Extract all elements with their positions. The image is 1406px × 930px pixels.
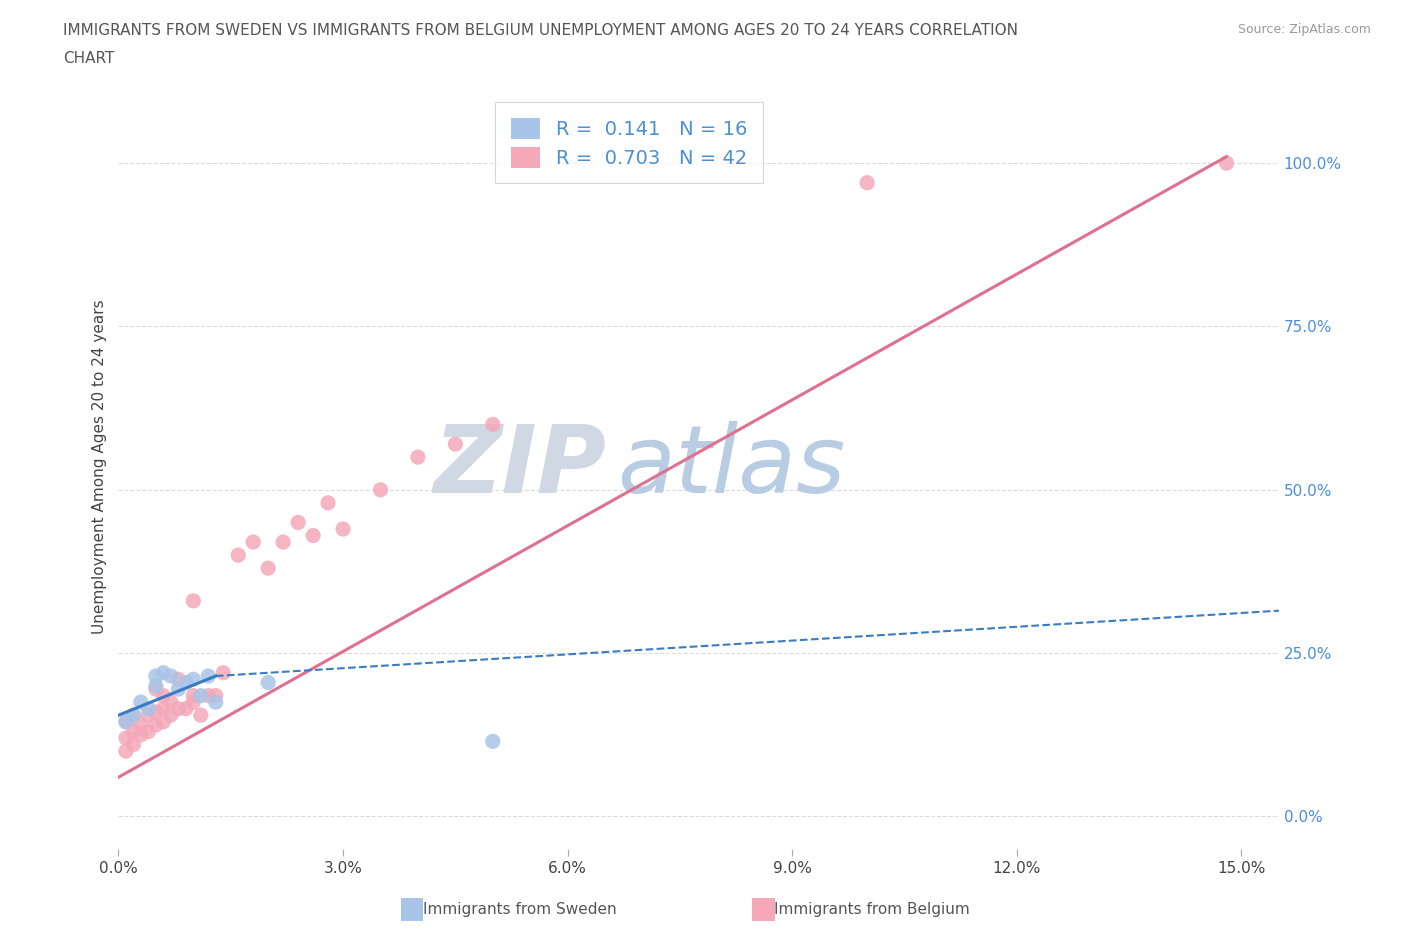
Point	[257, 561, 280, 576]
Point	[257, 675, 280, 690]
Point	[167, 671, 190, 686]
Point	[145, 682, 167, 697]
Point	[145, 669, 167, 684]
Point	[181, 671, 204, 686]
Text: CHART: CHART	[63, 51, 115, 66]
Point	[406, 450, 429, 465]
Point	[122, 737, 145, 752]
Point	[167, 682, 190, 697]
Point	[115, 731, 138, 746]
Point	[138, 701, 160, 716]
Point	[145, 705, 167, 720]
Point	[152, 714, 174, 729]
Point	[115, 714, 138, 729]
Point	[115, 714, 138, 729]
Point	[197, 688, 219, 703]
Text: Immigrants from Sweden: Immigrants from Sweden	[423, 902, 617, 917]
Point	[145, 718, 167, 733]
Point	[271, 535, 294, 550]
Point	[129, 695, 152, 710]
Text: Immigrants from Belgium: Immigrants from Belgium	[773, 902, 970, 917]
Point	[481, 417, 503, 432]
Point	[181, 688, 204, 703]
Point	[167, 701, 190, 716]
Point	[145, 678, 167, 693]
Point	[197, 669, 219, 684]
Text: Source: ZipAtlas.com: Source: ZipAtlas.com	[1237, 23, 1371, 36]
Y-axis label: Unemployment Among Ages 20 to 24 years: Unemployment Among Ages 20 to 24 years	[93, 299, 107, 634]
Point	[190, 708, 212, 723]
Point	[122, 708, 145, 723]
Text: IMMIGRANTS FROM SWEDEN VS IMMIGRANTS FROM BELGIUM UNEMPLOYMENT AMONG AGES 20 TO : IMMIGRANTS FROM SWEDEN VS IMMIGRANTS FRO…	[63, 23, 1018, 38]
Point	[152, 701, 174, 716]
Point	[370, 483, 392, 498]
Point	[204, 688, 226, 703]
Point	[316, 496, 339, 511]
Point	[129, 727, 152, 742]
Point	[160, 708, 183, 723]
Point	[115, 744, 138, 759]
Point	[152, 665, 174, 680]
Text: ZIP: ZIP	[433, 421, 606, 513]
Point	[138, 724, 160, 739]
Point	[181, 695, 204, 710]
Point	[174, 675, 197, 690]
Point	[481, 734, 503, 749]
Point	[226, 548, 249, 563]
Point	[332, 522, 354, 537]
Point	[181, 593, 204, 608]
Point	[204, 695, 226, 710]
Point	[122, 724, 145, 739]
Point	[212, 665, 235, 680]
Point	[129, 718, 152, 733]
Point	[160, 695, 183, 710]
Point	[138, 708, 160, 723]
Point	[242, 535, 264, 550]
Point	[174, 701, 197, 716]
Point	[302, 528, 325, 543]
Point	[856, 176, 879, 191]
Point	[287, 515, 309, 530]
Legend: R =  0.141   N = 16, R =  0.703   N = 42: R = 0.141 N = 16, R = 0.703 N = 42	[495, 102, 762, 183]
Point	[1215, 155, 1237, 170]
Point	[190, 688, 212, 703]
Point	[444, 437, 467, 452]
Point	[160, 669, 183, 684]
Point	[122, 708, 145, 723]
Point	[152, 688, 174, 703]
Text: atlas: atlas	[617, 421, 845, 512]
